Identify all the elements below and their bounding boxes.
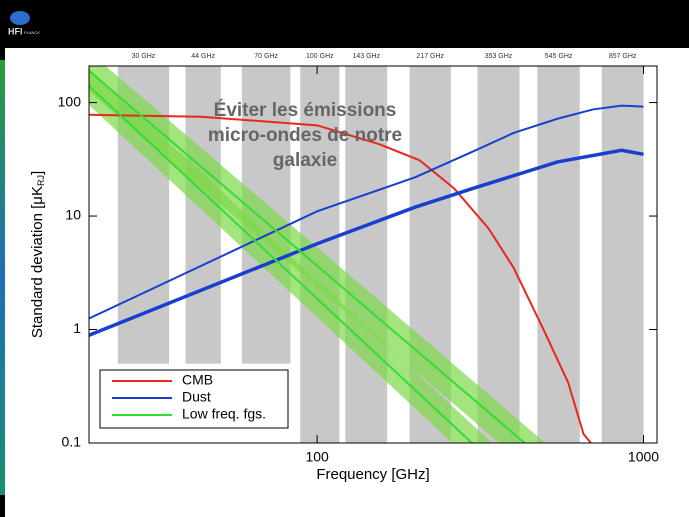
- plot-frame: [88, 65, 658, 444]
- logo-icon: [10, 11, 30, 25]
- side-strip: [0, 60, 5, 495]
- y-axis-label: Standard deviation [μKRJ]: [29, 171, 46, 338]
- x-axis-label: Frequency [GHz]: [316, 466, 429, 483]
- y-tick-label: 100: [58, 93, 82, 109]
- band-label: 30 GHz: [132, 53, 156, 60]
- band-label: 70 GHz: [254, 53, 278, 60]
- frequency-band: [537, 66, 580, 443]
- band-label: 857 GHz: [609, 53, 637, 60]
- band-label: 353 GHz: [485, 53, 513, 60]
- band-label: 545 GHz: [545, 53, 573, 60]
- band-label: 217 GHz: [416, 53, 444, 60]
- y-axis-label-part: RJ: [36, 175, 46, 186]
- y-tick-label: 0.1: [62, 434, 82, 450]
- annotation: galaxie: [273, 150, 337, 171]
- uncertainty-band: [89, 66, 546, 443]
- plot-content: [89, 66, 644, 443]
- y-tick-label: 10: [65, 207, 81, 223]
- legend-label: Dust: [182, 389, 211, 405]
- frequency-band: [345, 66, 388, 443]
- series-line: [89, 113, 592, 443]
- frequency-band: [477, 66, 520, 443]
- band-label: 100 GHz: [306, 53, 334, 60]
- series-line: [89, 70, 527, 443]
- x-tick-label: 100: [305, 449, 329, 465]
- annotation: micro-ondes de notre: [208, 125, 402, 146]
- logo-sub: PLANCK: [24, 30, 40, 35]
- series-line: [89, 148, 644, 337]
- x-tick-label: 1000: [628, 449, 659, 465]
- frequency-band: [601, 66, 644, 443]
- logo: HFI: [8, 26, 23, 36]
- legend-label: CMB: [182, 372, 213, 388]
- series-line: [89, 104, 644, 320]
- y-axis-label-part: Standard deviation [μK: [29, 186, 46, 338]
- legend-label: Low freq. fgs.: [182, 406, 266, 422]
- band-label: 44 GHz: [191, 53, 215, 60]
- annotation: Éviter les émissions: [214, 99, 397, 121]
- y-tick-label: 1: [73, 320, 81, 336]
- y-axis-label-part: ]: [29, 171, 46, 175]
- band-label: 143 GHz: [352, 53, 380, 60]
- series-line: [89, 85, 474, 443]
